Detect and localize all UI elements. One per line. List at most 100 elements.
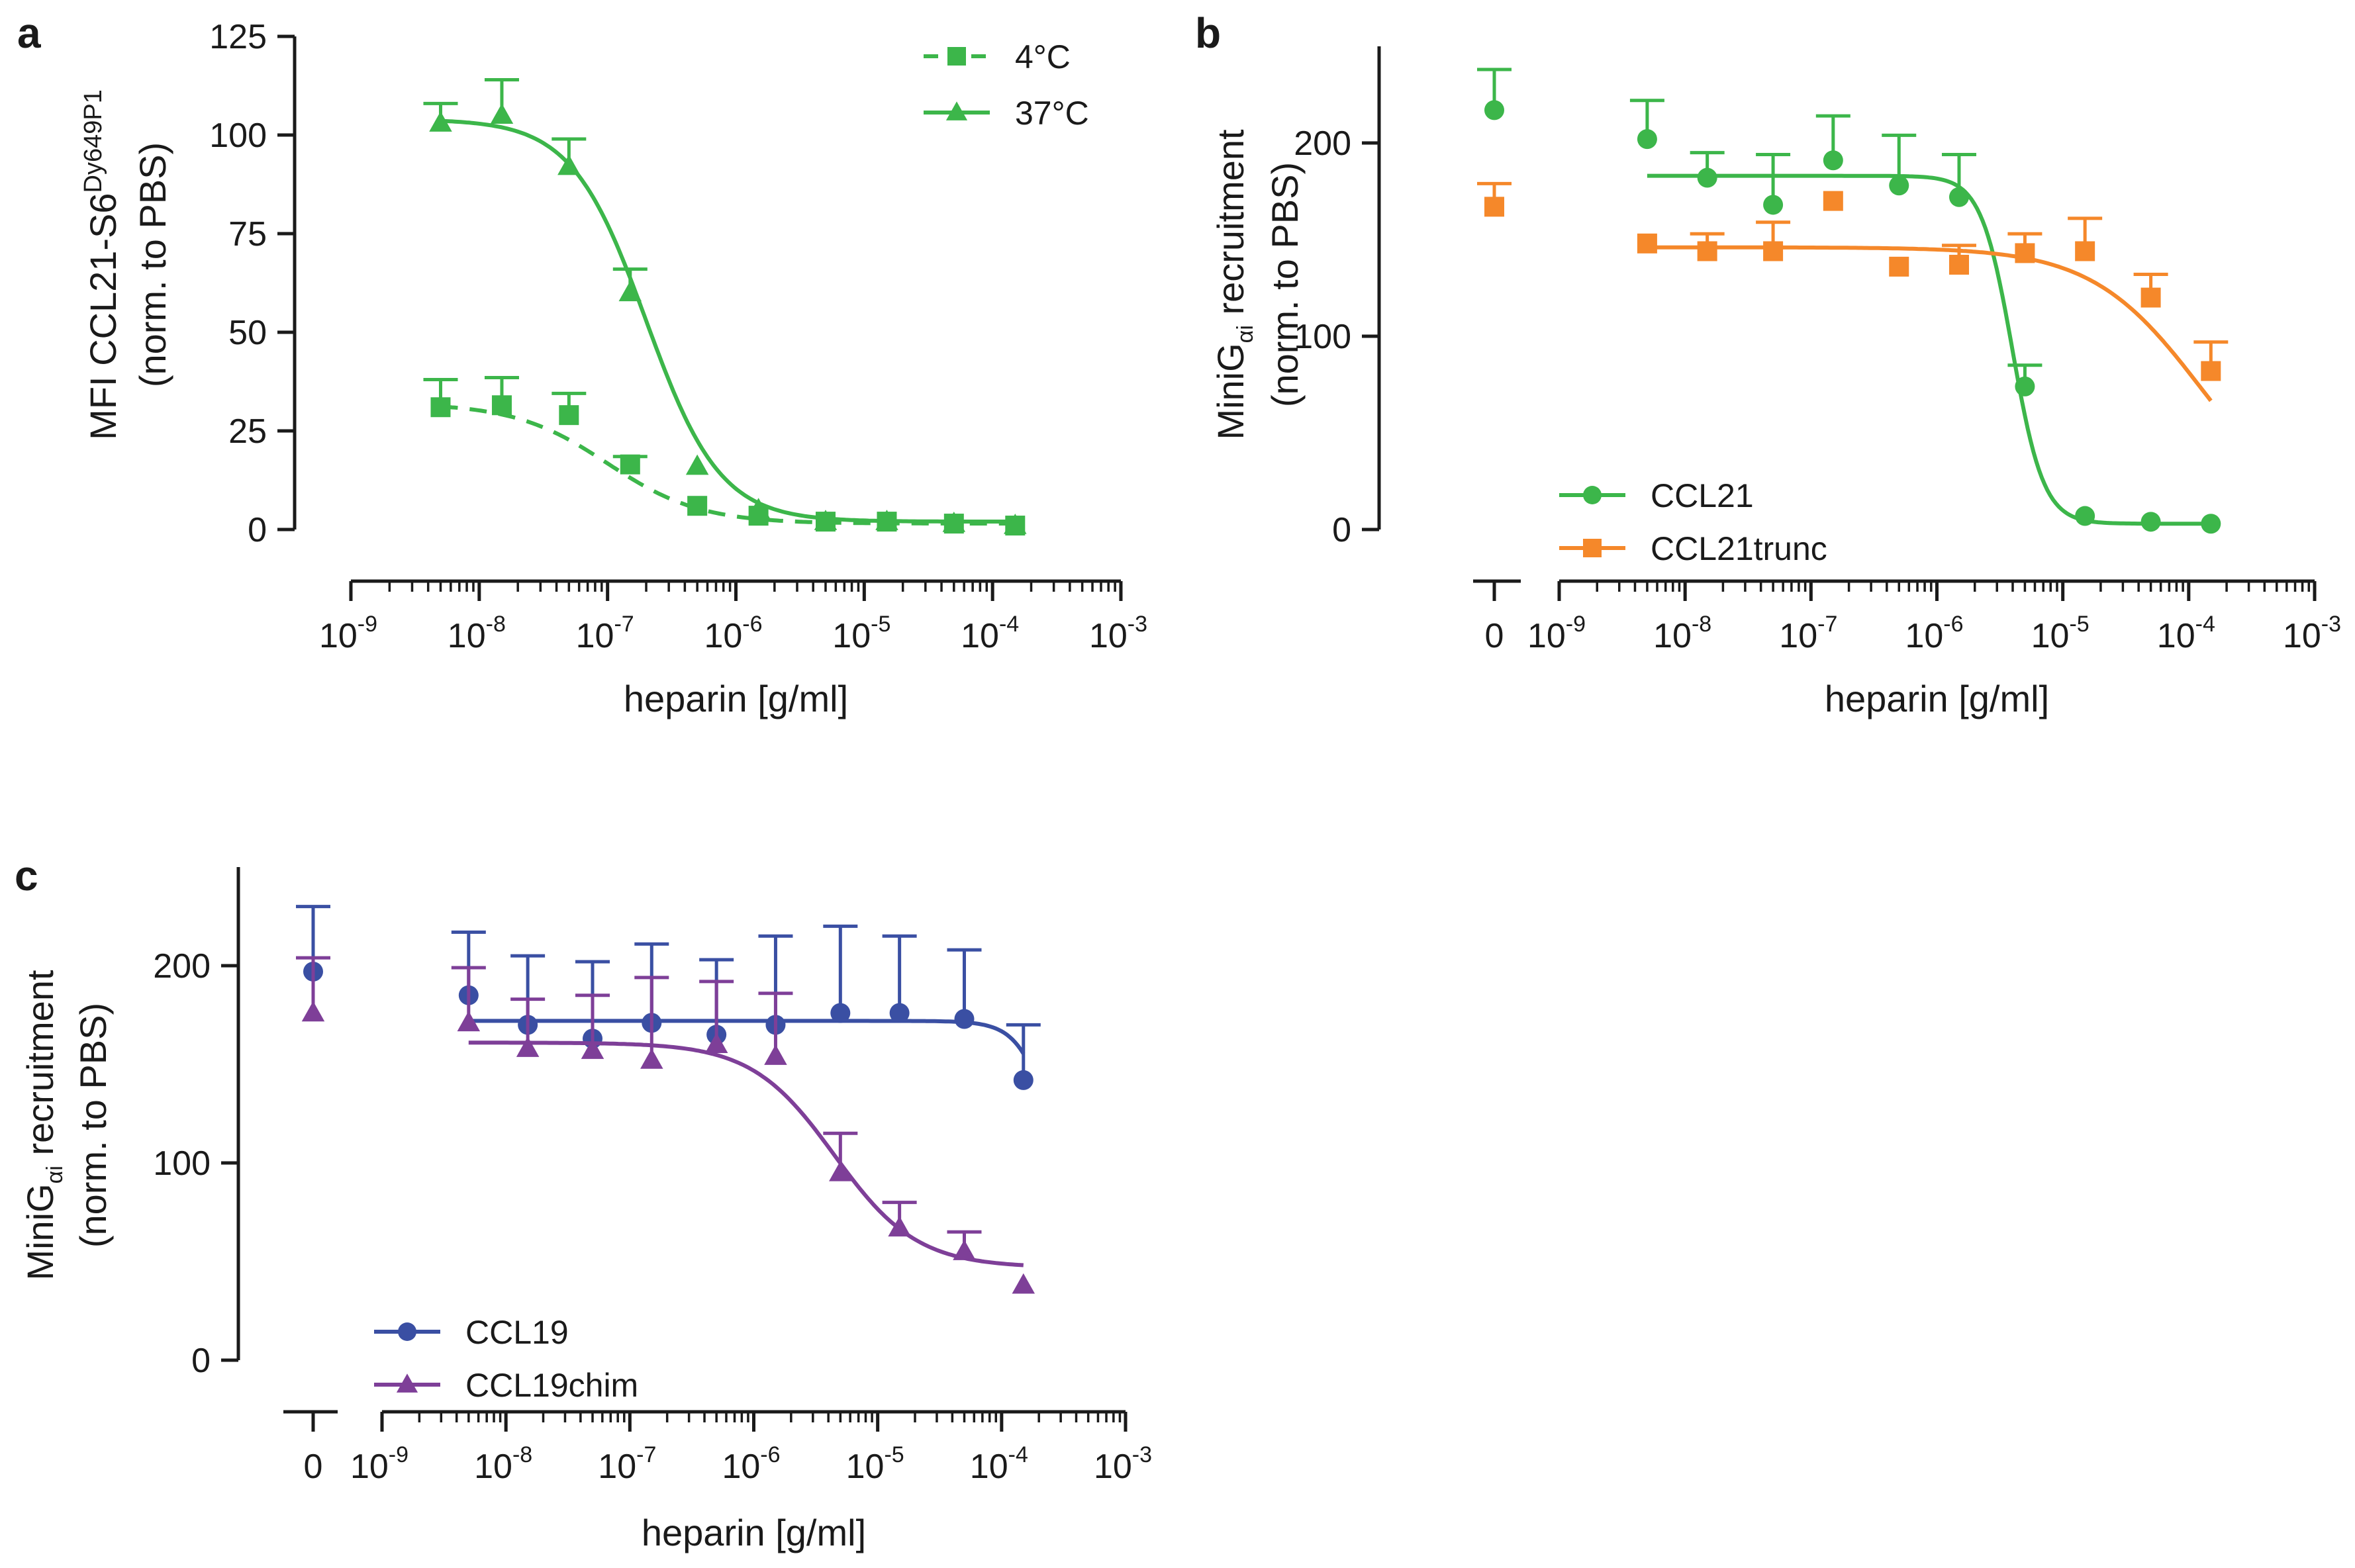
x-tick-label: 10-6 (704, 612, 762, 655)
data-point (1948, 187, 1969, 207)
x-tick-label: 10-4 (2157, 612, 2215, 655)
x-tick-label: 10-7 (576, 612, 634, 655)
data-point (620, 454, 640, 475)
panel-letter: c (15, 852, 38, 899)
legend-label: CCL19 (465, 1314, 569, 1351)
data-point (457, 1011, 481, 1032)
zero-tick-label: 0 (1485, 617, 1504, 655)
zero-data-point (1484, 100, 1504, 120)
data-point (581, 1038, 604, 1059)
series-37°C (423, 78, 1027, 534)
data-point (1948, 254, 1969, 275)
fit-curve (1647, 245, 2213, 402)
data-point (875, 510, 898, 530)
legend-marker (396, 1373, 418, 1393)
data-point (430, 397, 451, 418)
data-point (491, 395, 512, 416)
y-axis-subtitle: (norm. to PBS) (72, 1003, 114, 1248)
data-point (704, 1033, 728, 1053)
x-axis-title: heparin [g/ml] (642, 1512, 866, 1553)
data-point (942, 512, 966, 532)
data-point (1823, 191, 1843, 211)
legend-marker (1583, 539, 1602, 557)
x-tick-label: 10-6 (1905, 612, 1963, 655)
panel-c: c 0 100 200 MiniGαi recruitment (norm. to PBS… (15, 852, 1152, 1553)
data-point (618, 281, 642, 302)
legend-label: CCL19chim (465, 1367, 638, 1404)
data-point (516, 1037, 540, 1057)
x-tick-label: 10-9 (350, 1442, 409, 1486)
x-tick-label: 10-5 (832, 612, 890, 655)
data-point (953, 1240, 976, 1260)
fit-curve (468, 1019, 1026, 1055)
y-tick-label: 0 (1332, 511, 1351, 549)
panel-a: a 0 25 50 75 100 125 MFI CCL21-S6Dy649P1(norm. … (17, 9, 1147, 719)
legend-label: 4°C (1015, 38, 1071, 75)
data-point (429, 111, 452, 132)
data-point (2201, 514, 2221, 534)
x-tick-label: 10-9 (319, 612, 377, 655)
y-tick-label: 200 (153, 947, 211, 986)
data-point (747, 498, 770, 518)
fit-curve (468, 1040, 1024, 1268)
data-point (1013, 1070, 1033, 1090)
fit-curve (1647, 173, 2211, 526)
data-point (640, 1048, 663, 1069)
y-axis-title: MFI CCL21-S6Dy649P1 (79, 89, 124, 440)
x-tick-label: 10-9 (1527, 612, 1586, 655)
x-tick-label: 10-5 (2031, 612, 2090, 655)
x-tick-label: 10-8 (1653, 612, 1711, 655)
data-point (2015, 243, 2035, 263)
y-tick-label: 0 (191, 1342, 211, 1380)
data-point (1763, 241, 1784, 261)
series-CCL21 (1477, 68, 2221, 534)
data-point (1012, 1273, 1035, 1294)
legend-marker (945, 101, 968, 120)
zero-data-point (1484, 197, 1504, 217)
x-tick-label: 10-6 (722, 1442, 780, 1486)
zero-data-point (301, 1001, 325, 1022)
panel-letter: a (17, 9, 41, 57)
y-tick-label: 0 (248, 511, 267, 549)
y-tick-label: 100 (209, 116, 267, 155)
y-axis-subtitle: (norm. to PBS) (1264, 162, 1306, 407)
x-tick-label: 10-8 (448, 612, 506, 655)
data-point (1889, 256, 1909, 277)
data-point (1004, 514, 1027, 534)
y-tick-label: 50 (228, 314, 267, 352)
series-CCL19 (296, 905, 1041, 1090)
data-point (559, 405, 579, 426)
legend-marker (398, 1322, 416, 1341)
data-point (829, 1160, 852, 1181)
data-point (685, 454, 709, 475)
y-tick-label: 100 (153, 1144, 211, 1183)
data-point (1697, 167, 1717, 188)
x-tick-label: 10-3 (1094, 1442, 1152, 1486)
series-CCL19chim (296, 956, 1035, 1294)
x-tick-label: 10-4 (961, 612, 1019, 655)
x-tick-label: 10-7 (1779, 612, 1837, 655)
data-point (954, 1009, 975, 1029)
data-point (830, 1003, 851, 1023)
y-tick-label: 25 (228, 412, 267, 451)
x-axis-title: heparin [g/ml] (624, 678, 848, 719)
panel-b: b 0 100 200 MiniGαi recruitment (norm. to PBS… (1195, 9, 2341, 719)
fit-curve (440, 404, 1016, 526)
data-point (2201, 361, 2221, 381)
legend: CCL21 CCL21trunc (1559, 477, 1827, 567)
y-tick-label: 100 (1294, 318, 1351, 356)
legend-marker (1583, 486, 1602, 504)
legend-label: 37°C (1015, 95, 1089, 132)
data-point (888, 1216, 911, 1237)
y-axis-subtitle: (norm. to PBS) (132, 142, 173, 387)
data-point (687, 496, 708, 516)
data-point (1889, 175, 1909, 196)
panel-letter: b (1195, 9, 1221, 57)
data-point (889, 1003, 910, 1023)
series-CCL21trunc (1477, 181, 2229, 402)
data-point (2075, 506, 2095, 526)
series-4°C (423, 376, 1026, 536)
data-point (557, 154, 581, 175)
legend-label: CCL21 (1651, 477, 1754, 514)
data-point (1637, 129, 1657, 150)
